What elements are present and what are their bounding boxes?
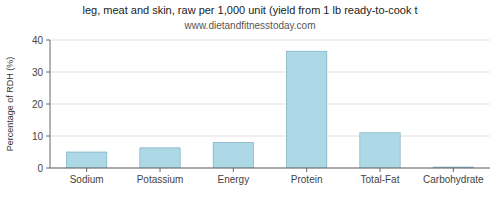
bars <box>67 51 474 168</box>
x-tick <box>453 168 454 172</box>
y-tick-label: 0 <box>37 163 43 174</box>
y-axis <box>50 40 51 168</box>
chart-container: leg, meat and skin, raw per 1,000 unit (… <box>0 0 500 200</box>
x-tick-label: Total-Fat <box>361 174 400 185</box>
x-tick <box>233 168 234 172</box>
y-tick <box>46 168 50 169</box>
grid-line <box>50 104 490 105</box>
bar <box>67 152 107 168</box>
title: leg, meat and skin, raw per 1,000 unit (… <box>82 4 417 16</box>
x-tick <box>86 168 87 172</box>
x-tick-label: Potassium <box>137 174 184 185</box>
y-tick <box>46 72 50 73</box>
x-tick <box>160 168 161 172</box>
x-tick <box>306 168 307 172</box>
y-axis-label: Percentage of RDH (%) <box>5 57 15 152</box>
y-tick-label: 30 <box>32 67 44 78</box>
x-tick <box>380 168 381 172</box>
x-tick-label: Energy <box>217 174 249 185</box>
grid-line <box>50 136 490 137</box>
y-tick-label: 40 <box>32 35 44 46</box>
grid-line <box>50 40 490 41</box>
grid-line <box>50 72 490 73</box>
y-tick <box>46 104 50 105</box>
y-tick <box>46 40 50 41</box>
x-axis <box>50 168 490 169</box>
y-tick-label: 20 <box>32 99 44 110</box>
chart: leg, meat and skin, raw per 1,000 unit (… <box>0 0 500 200</box>
x-tick-label: Protein <box>291 174 323 185</box>
y-tick-label: 10 <box>32 131 44 142</box>
bar <box>287 51 327 168</box>
subtitle: www.dietandfitnesstoday.com <box>184 20 316 31</box>
bar <box>213 142 253 168</box>
grid-line <box>50 168 490 169</box>
bar <box>360 133 400 168</box>
y-tick <box>46 136 50 137</box>
x-tick-label: Carbohydrate <box>423 174 484 185</box>
bar <box>140 148 180 168</box>
x-tick-label: Sodium <box>70 174 104 185</box>
